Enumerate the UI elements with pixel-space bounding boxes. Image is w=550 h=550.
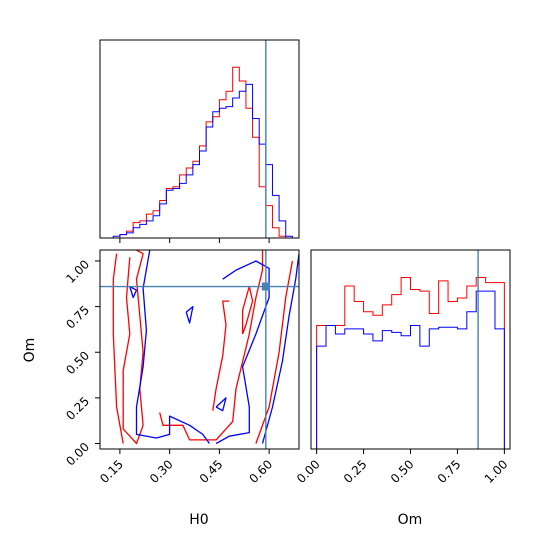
contour-series-1-path-4 <box>129 285 138 299</box>
hist-Om-series-0 <box>316 276 505 449</box>
contour-series-0-path-1 <box>112 253 124 444</box>
hist-Om-frame <box>310 249 511 450</box>
contour-series-0-path-4 <box>212 300 230 411</box>
hist-H0-frame <box>99 39 300 239</box>
histogram-panel-H0 <box>99 39 300 243</box>
contour-series-0-path-3 <box>255 260 294 444</box>
contour-series-0-path-2 <box>159 250 264 441</box>
x-axis-label-H0: H0 <box>189 512 208 528</box>
x-axis-label-Om: Om <box>398 512 423 528</box>
truth-marker <box>261 282 270 291</box>
histogram-panel-Om: 0.00 0.25 0.50 0.75 1.00 <box>294 249 511 486</box>
contour-frame <box>99 249 300 450</box>
contour-series-1-path-2 <box>261 253 299 444</box>
contour-series-1-path-5 <box>215 397 227 412</box>
contour-series-0-path-5 <box>241 285 254 335</box>
contour-series-1-path-3 <box>185 305 194 324</box>
contour-series-1-path-0 <box>135 250 210 444</box>
hist-Om-series-1 <box>316 290 505 449</box>
contour-series-0-path-0 <box>122 250 144 445</box>
contour-series-1-path-1 <box>215 260 270 445</box>
y-axis-label-Om: Om <box>22 338 38 363</box>
